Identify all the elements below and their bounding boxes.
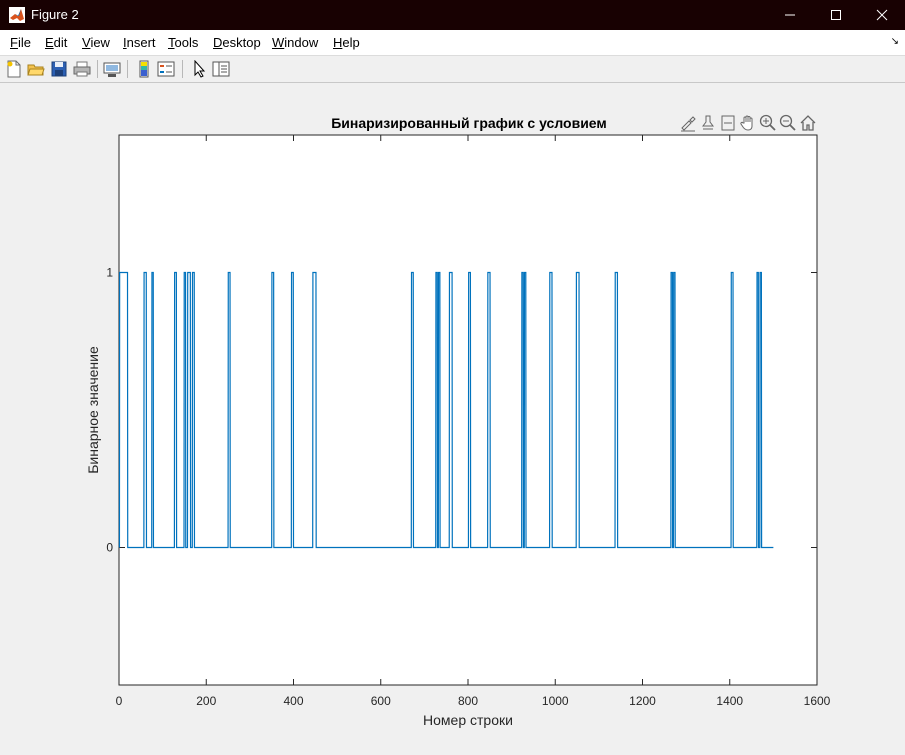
matlab-logo-icon [9,7,25,23]
pan-icon[interactable] [739,114,757,132]
x-tick-label: 400 [283,694,303,708]
menu-file-rest: ile [17,35,31,50]
menu-help-key: H [333,35,343,50]
menu-desktop-key: D [213,35,223,50]
menu-view[interactable]: View [82,35,110,50]
home-icon[interactable] [799,114,817,132]
menu-edit[interactable]: Edit [45,35,67,50]
toolbar-separator [127,60,128,78]
x-tick-label: 0 [116,694,123,708]
menu-overflow-icon[interactable]: ↘ [890,36,899,47]
menu-bar: File Edit View Insert Tools Desktop Wind… [0,30,905,56]
menu-desktop[interactable]: Desktop [213,35,261,50]
zoom-out-icon[interactable] [779,114,797,132]
x-tick-label: 1000 [542,694,569,708]
series-line [118,271,774,549]
x-tick-label: 200 [196,694,216,708]
window-titlebar[interactable]: Figure 2 [0,0,905,30]
x-axis-label: Номер строки [423,712,513,728]
menu-tools[interactable]: Tools [168,35,198,50]
menu-view-rest: iew [90,35,110,50]
edit-plot-icon[interactable] [190,60,208,78]
insert-colorbar-icon[interactable] [135,60,153,78]
close-button[interactable] [859,0,905,30]
x-tick-label: 800 [458,694,478,708]
window-title: Figure 2 [31,7,79,22]
link-plot-icon[interactable] [103,60,121,78]
minimize-button[interactable] [767,0,813,30]
menu-help-rest: elp [342,35,360,50]
open-file-icon[interactable] [27,60,45,78]
property-inspector-icon[interactable] [212,60,230,78]
menu-view-key: V [82,35,91,50]
maximize-button[interactable] [813,0,859,30]
menu-file[interactable]: File [10,35,31,50]
y-axis-label: Бинарное значение [85,346,101,474]
print-icon[interactable] [73,60,91,78]
chart-title: Бинаризированный график с условием [331,115,607,131]
insert-legend-icon[interactable] [157,60,175,78]
x-tick-label: 600 [371,694,391,708]
menu-edit-key: E [45,35,54,50]
figure-toolbar [0,56,905,83]
maximize-icon [831,10,841,20]
close-icon [876,9,888,21]
menu-tools-key: T [168,35,175,50]
menu-help[interactable]: Help [333,35,360,50]
menu-insert[interactable]: Insert [123,35,156,50]
figure-canvas: Бинаризированный график с условием 0 200 4… [2,84,903,755]
menu-tools-rest: ools [174,35,199,50]
menu-window-rest: indow [284,35,319,50]
menu-insert-rest: nsert [126,35,156,50]
toolbar-separator [97,60,98,78]
menu-window-key: W [272,35,285,50]
menu-desktop-rest: esktop [222,35,261,50]
zoom-in-icon[interactable] [759,114,777,132]
menu-file-key: F [10,35,18,50]
save-icon[interactable] [50,60,68,78]
menu-edit-rest: dit [53,35,68,50]
x-tick-label: 1200 [629,694,656,708]
minimize-icon [785,14,795,16]
rotate-icon[interactable] [719,114,737,132]
x-tick-label: 1400 [716,694,743,708]
data-tips-icon[interactable] [699,114,717,132]
x-tick-label: 1600 [804,694,831,708]
menu-window[interactable]: Window [272,35,318,50]
y-tick-label: 0 [106,541,113,555]
brush-icon[interactable] [679,114,697,132]
toolbar-separator [182,60,183,78]
line-chart[interactable]: Бинаризированный график с условием 0 200 4… [2,84,903,755]
y-tick-label: 1 [106,266,113,280]
new-figure-icon[interactable] [5,60,23,78]
menu-insert-key: I [123,35,127,50]
